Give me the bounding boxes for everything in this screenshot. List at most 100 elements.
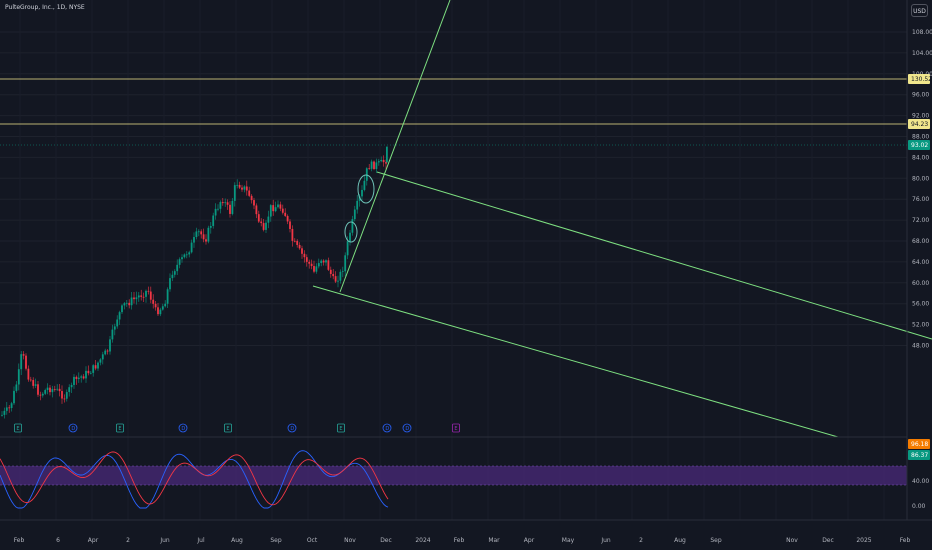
candle-body bbox=[10, 403, 13, 408]
candle-body bbox=[49, 387, 51, 393]
price-axis[interactable]: 108.00104.00100.0096.0092.0088.0084.0080… bbox=[906, 0, 932, 520]
price-marker bbox=[908, 119, 930, 129]
candle-body bbox=[315, 266, 318, 272]
candle-body bbox=[358, 196, 361, 201]
candle-body bbox=[164, 303, 167, 307]
candle-body bbox=[63, 398, 66, 400]
time-tick-label: 2025 bbox=[856, 537, 871, 544]
indicator-tick-label: 40.00 bbox=[912, 478, 929, 485]
candle-body bbox=[73, 376, 75, 385]
candle-body bbox=[291, 228, 294, 241]
price-tick-label: 92.00 bbox=[912, 113, 929, 120]
candle-body bbox=[229, 204, 231, 214]
stoch-k-line bbox=[0, 450, 389, 509]
trend-line-steep[interactable] bbox=[339, 0, 451, 293]
candle-body bbox=[85, 370, 87, 379]
dividend-marker[interactable] bbox=[402, 423, 412, 433]
candle-body bbox=[121, 305, 123, 313]
event-marker-label: E bbox=[118, 426, 121, 432]
earnings-marker[interactable] bbox=[337, 423, 345, 433]
candle-body bbox=[75, 376, 78, 379]
candle-body bbox=[250, 195, 253, 201]
indicator-marker bbox=[908, 439, 930, 449]
candle-body bbox=[272, 205, 275, 212]
candle-body bbox=[329, 269, 332, 274]
time-tick-label: Apr bbox=[524, 537, 535, 544]
candle-body bbox=[13, 390, 15, 404]
candle-body bbox=[207, 227, 210, 242]
trend-channel-upper[interactable] bbox=[376, 171, 932, 340]
candle-body bbox=[46, 387, 49, 391]
candle-body bbox=[209, 225, 212, 228]
price-tick-label: 60.00 bbox=[912, 280, 929, 287]
price-tick-label: 80.00 bbox=[912, 175, 929, 182]
indicator-marker-label: 86.37 bbox=[911, 452, 928, 459]
candle-body bbox=[368, 168, 371, 170]
candle-body bbox=[301, 248, 303, 254]
candle-body bbox=[188, 252, 191, 255]
candle-body bbox=[152, 299, 155, 304]
highlight-ellipse[interactable] bbox=[344, 221, 358, 243]
candle-body bbox=[281, 208, 284, 213]
indicator-tick-label: 0.00 bbox=[912, 503, 926, 510]
dividend-marker[interactable] bbox=[382, 423, 392, 433]
candle-body bbox=[274, 207, 277, 212]
candle-body bbox=[313, 266, 315, 272]
candle-body bbox=[159, 309, 162, 315]
candle-body bbox=[308, 261, 311, 264]
candle-body bbox=[231, 200, 234, 214]
time-tick-label: Feb bbox=[454, 537, 465, 544]
event-marker-label: E bbox=[454, 426, 457, 432]
trend-channel-lower[interactable] bbox=[312, 285, 839, 438]
candle-body bbox=[293, 240, 296, 242]
candle-body bbox=[193, 237, 195, 243]
candle-body bbox=[277, 204, 279, 208]
earnings-marker[interactable] bbox=[14, 423, 22, 433]
time-tick-label: Oct bbox=[307, 537, 318, 544]
candle-body bbox=[353, 209, 356, 220]
candle-body bbox=[303, 253, 306, 258]
candle-body bbox=[15, 384, 18, 391]
candle-body bbox=[305, 257, 308, 262]
candle-body bbox=[1, 414, 3, 416]
candle-body bbox=[217, 208, 219, 210]
candle-body bbox=[133, 297, 135, 300]
candle-body bbox=[17, 369, 20, 385]
event-marker-label: E bbox=[226, 426, 229, 432]
price-tick-label: 52.00 bbox=[912, 322, 929, 329]
time-tick-label: Mar bbox=[488, 537, 500, 544]
candle-body bbox=[325, 260, 327, 263]
candle-body bbox=[265, 222, 267, 230]
candle-body bbox=[241, 187, 243, 190]
candle-body bbox=[361, 189, 363, 197]
candle-body bbox=[337, 280, 339, 282]
time-tick-label: Sep bbox=[710, 537, 722, 544]
earnings-marker[interactable] bbox=[452, 423, 460, 433]
earnings-marker[interactable] bbox=[116, 423, 124, 433]
candle-body bbox=[236, 184, 239, 186]
currency-button[interactable]: USD bbox=[911, 4, 928, 17]
candle-body bbox=[221, 202, 224, 204]
candle-body bbox=[243, 186, 246, 190]
time-axis[interactable]: Feb 6 Apr 2 Jun Jul Aug Sep Oct Nov Dec 2024 Feb Mar A… bbox=[0, 519, 932, 544]
dividend-marker[interactable] bbox=[287, 423, 297, 433]
event-marker-label: D bbox=[290, 426, 294, 432]
candle-body bbox=[296, 240, 299, 245]
candle-body bbox=[286, 215, 289, 222]
time-tick-label: Nov bbox=[786, 537, 798, 544]
candle-body bbox=[8, 407, 11, 409]
candle-body bbox=[176, 264, 179, 272]
earnings-marker[interactable] bbox=[224, 423, 232, 433]
time-tick-label: Jun bbox=[159, 537, 170, 544]
stoch-rsi-indicator bbox=[0, 436, 907, 509]
highlight-ellipse[interactable] bbox=[357, 174, 375, 204]
candle-body bbox=[334, 276, 337, 282]
candle-body bbox=[214, 208, 217, 216]
dividend-marker[interactable] bbox=[68, 423, 78, 433]
candle-body bbox=[118, 312, 121, 320]
candle-body bbox=[169, 278, 171, 290]
dividend-marker[interactable] bbox=[178, 423, 188, 433]
candle-body bbox=[113, 326, 116, 330]
